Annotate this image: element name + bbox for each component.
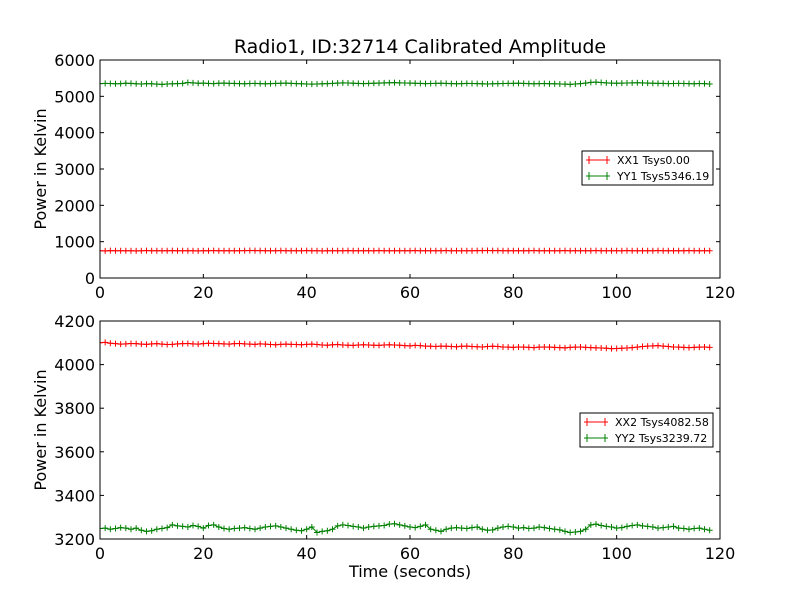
legend-entry-2: YY1 Tsys5346.19 <box>616 170 709 183</box>
x-tick-label: 0 <box>95 544 105 563</box>
y-tick-label: 2000 <box>54 196 95 215</box>
x-tick-label: 80 <box>503 283 523 302</box>
legend-entry-1: XX1 Tsys0.00 <box>617 154 690 167</box>
x-tick-label: 100 <box>601 283 632 302</box>
x-tick-label: 80 <box>503 544 523 563</box>
legend-entry-1: XX2 Tsys4082.58 <box>615 416 709 429</box>
y-tick-label: 3400 <box>54 486 95 505</box>
x-tick-label: 60 <box>400 283 420 302</box>
x-axis-label: Time (seconds) <box>348 562 471 581</box>
y-tick-label: 3600 <box>54 443 95 462</box>
legend-entry-2: YY2 Tsys3239.72 <box>614 432 707 445</box>
y-tick-label: 0 <box>85 269 95 288</box>
y-tick-label: 5000 <box>54 87 95 106</box>
legend: XX1 Tsys0.00 YY1 Tsys5346.19 <box>582 151 713 185</box>
chart-title: Radio1, ID:32714 Calibrated Amplitude <box>234 36 606 58</box>
x-tick-label: 60 <box>400 544 420 563</box>
x-tick-label: 40 <box>296 544 316 563</box>
y-tick-label: 4000 <box>54 356 95 375</box>
x-tick-label: 120 <box>705 283 736 302</box>
x-tick-label: 100 <box>601 544 632 563</box>
y-tick-label: 3200 <box>54 530 95 549</box>
x-tick-label: 20 <box>193 283 213 302</box>
y-tick-label: 3000 <box>54 160 95 179</box>
y-tick-label: 4200 <box>54 312 95 331</box>
y-axis-label: Power in Kelvin <box>31 108 50 229</box>
y-tick-label: 6000 <box>54 51 95 70</box>
y-tick-label: 3800 <box>54 399 95 418</box>
y-axis-label: Power in Kelvin <box>31 369 50 490</box>
y-tick-label: 4000 <box>54 124 95 143</box>
y-tick-label: 1000 <box>54 233 95 252</box>
legend: XX2 Tsys4082.58 YY2 Tsys3239.72 <box>580 413 713 447</box>
x-tick-label: 20 <box>193 544 213 563</box>
x-tick-label: 0 <box>95 283 105 302</box>
x-tick-label: 120 <box>705 544 736 563</box>
x-tick-label: 40 <box>296 283 316 302</box>
